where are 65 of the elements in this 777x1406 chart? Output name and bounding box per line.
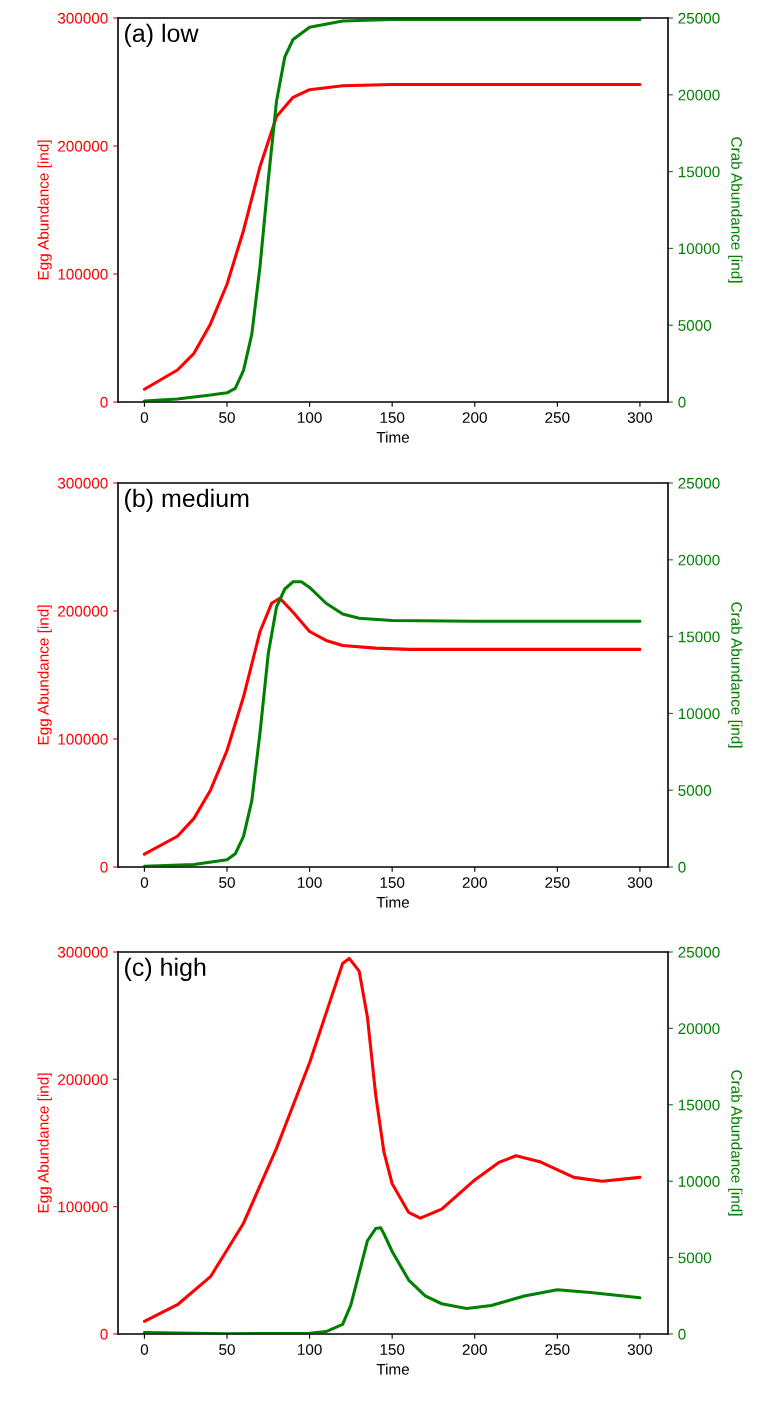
y2-tick-label: 15000 bbox=[678, 1099, 720, 1111]
x-tick-label: 100 bbox=[298, 877, 322, 888]
y2-tick-label: 15000 bbox=[678, 631, 720, 643]
y2-tick-label: 20000 bbox=[678, 1023, 720, 1035]
y-tick-label: 200000 bbox=[58, 1074, 108, 1086]
y-tick-label: 300000 bbox=[57, 12, 108, 24]
x-tick-label: 50 bbox=[219, 1344, 235, 1355]
x-tick-label: 150 bbox=[380, 412, 405, 423]
annotation: (b) medium bbox=[125, 488, 249, 513]
y-tick-label: 0 bbox=[100, 396, 108, 408]
y-axis-title: Egg Abundance [ind] bbox=[37, 605, 52, 745]
x-tick-label: 0 bbox=[140, 412, 149, 423]
x-tick-label: 250 bbox=[545, 877, 570, 888]
y-tick-label: 200000 bbox=[58, 605, 108, 617]
y2-tick-label: 0 bbox=[678, 396, 686, 408]
x-axis-title: Time bbox=[376, 1363, 410, 1375]
x-tick-label: 200 bbox=[462, 877, 487, 888]
y2-tick-label: 15000 bbox=[678, 166, 720, 178]
y2-tick-label: 25000 bbox=[678, 946, 720, 958]
y2-tick-label: 10000 bbox=[678, 708, 720, 720]
x-tick-label: 100 bbox=[298, 412, 322, 423]
x-tick-label: 0 bbox=[140, 1344, 149, 1355]
annotation: (a) low bbox=[125, 23, 199, 48]
y-tick-label: 300000 bbox=[57, 477, 108, 489]
y2-tick-label: 0 bbox=[678, 861, 686, 873]
y-tick-label: 200000 bbox=[58, 140, 108, 152]
x-axis-title: Time bbox=[376, 896, 410, 908]
x-tick-label: 300 bbox=[627, 877, 653, 888]
y2-tick-label: 25000 bbox=[678, 477, 720, 489]
y2-tick-label: 10000 bbox=[678, 1176, 720, 1187]
x-tick-label: 150 bbox=[380, 877, 405, 888]
y2-axis-title: Crab Abundance [ind] bbox=[728, 137, 743, 283]
x-tick-label: 50 bbox=[219, 877, 235, 888]
x-axis-title: Time bbox=[376, 431, 410, 443]
y2-tick-label: 5000 bbox=[678, 1252, 712, 1264]
y-tick-label: 100000 bbox=[58, 1201, 108, 1213]
y2-tick-label: 25000 bbox=[678, 12, 720, 24]
y2-tick-label: 20000 bbox=[678, 554, 720, 566]
y-tick-label: 0 bbox=[100, 861, 108, 873]
y2-axis-title: Crab Abundance [ind] bbox=[728, 602, 743, 748]
y-tick-label: 300000 bbox=[57, 946, 108, 958]
x-tick-label: 0 bbox=[140, 877, 149, 888]
annotation: (c) high bbox=[125, 957, 206, 982]
y2-tick-label: 5000 bbox=[678, 785, 712, 796]
line-series bbox=[142, 1226, 642, 1334]
y2-axis-title: Crab Abundance [ind] bbox=[728, 1070, 743, 1216]
y-axis-title: Egg Abundance [ind] bbox=[37, 140, 52, 280]
y-tick-label: 0 bbox=[100, 1328, 108, 1340]
x-tick-label: 150 bbox=[380, 1344, 405, 1355]
x-tick-label: 250 bbox=[545, 1344, 570, 1355]
y2-tick-label: 20000 bbox=[678, 89, 720, 101]
x-tick-label: 50 bbox=[219, 412, 235, 423]
y2-tick-label: 0 bbox=[678, 1328, 686, 1340]
y-tick-label: 100000 bbox=[58, 733, 108, 745]
line-series bbox=[142, 83, 642, 391]
x-tick-label: 100 bbox=[298, 1344, 322, 1355]
x-tick-label: 250 bbox=[545, 412, 570, 423]
y-tick-label: 100000 bbox=[58, 268, 108, 280]
y2-tick-label: 10000 bbox=[678, 243, 720, 255]
x-tick-label: 300 bbox=[627, 412, 653, 423]
y-axis-title: Egg Abundance [ind] bbox=[37, 1073, 52, 1213]
x-tick-label: 200 bbox=[462, 412, 487, 423]
x-tick-label: 300 bbox=[627, 1344, 653, 1355]
x-tick-label: 200 bbox=[462, 1344, 487, 1355]
y2-tick-label: 5000 bbox=[678, 320, 712, 331]
